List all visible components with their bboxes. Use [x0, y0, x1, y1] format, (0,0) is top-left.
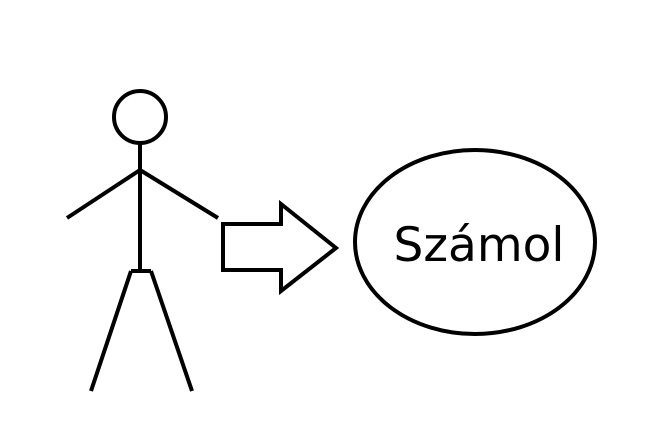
use-case-ellipse: [353, 148, 597, 336]
use-case-label: Számol: [394, 218, 565, 273]
actor-right-arm: [138, 168, 220, 220]
actor-head: [112, 89, 168, 145]
actor-right-leg: [149, 270, 194, 392]
use-case: Számol: [353, 148, 597, 336]
actor-left-leg: [89, 270, 133, 392]
hollow-right-arrow-icon: [221, 199, 340, 296]
actor-left-arm: [65, 168, 142, 220]
actor-stick-figure: [65, 89, 220, 392]
